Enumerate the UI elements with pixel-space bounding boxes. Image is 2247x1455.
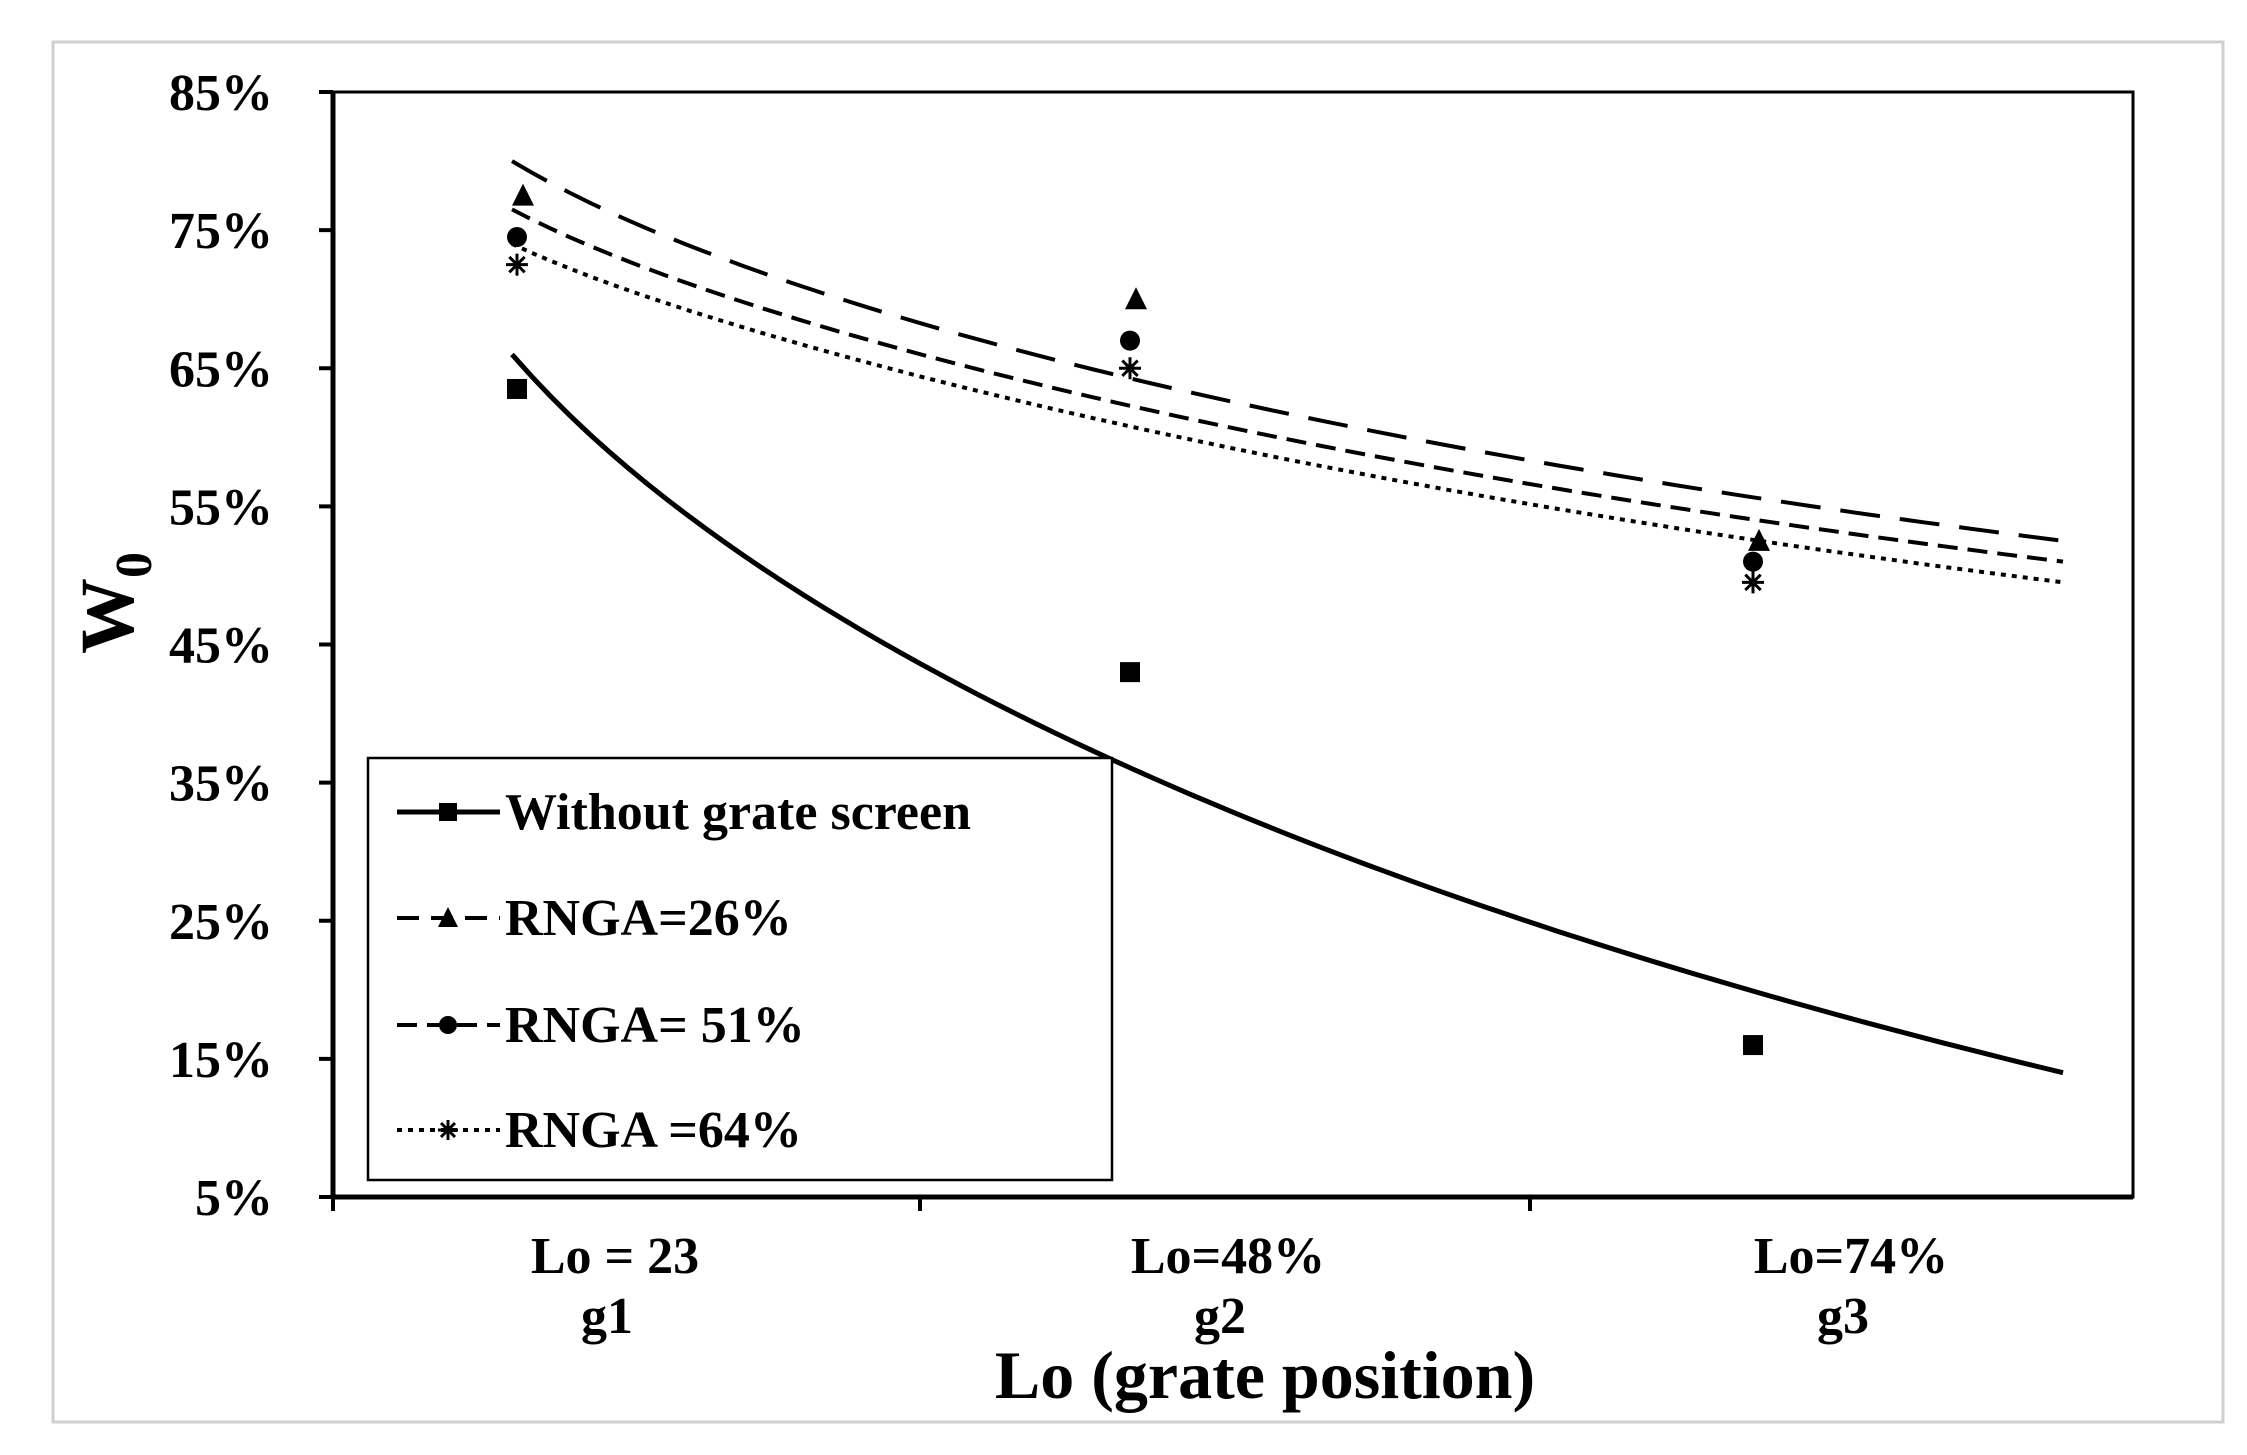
data-points <box>506 183 1770 1056</box>
data-point-triangle <box>1125 287 1147 310</box>
trendline-2 <box>510 159 2064 543</box>
data-point-circle <box>507 227 527 248</box>
legend: Without grate screen RNGA=26% RNGA= 51% RNG… <box>366 756 1114 1182</box>
data-point-square <box>1120 662 1140 683</box>
y-axis-label: W0 <box>66 552 163 654</box>
legend-item: Without grate screen <box>397 784 971 841</box>
legend-label: RNGA=26% <box>505 890 792 947</box>
y-tick-label: 55% <box>169 479 273 536</box>
x-tick-sublabel: g1 <box>581 1288 633 1345</box>
y-tick-label: 45% <box>169 618 273 675</box>
y-tick-label: 15% <box>169 1032 273 1089</box>
data-point-triangle <box>1748 528 1770 551</box>
legend-label: Without grate screen <box>505 784 971 841</box>
x-tick-sublabel: g2 <box>1194 1288 1246 1345</box>
legend-marker-square <box>439 803 457 821</box>
x-tick-label: Lo=74% <box>1754 1228 1948 1285</box>
data-point-star <box>1119 357 1141 380</box>
data-point-square <box>1743 1035 1763 1056</box>
data-point-star <box>1742 571 1764 594</box>
y-tick-label: 35% <box>169 756 273 813</box>
legend-item: RNGA= 51% <box>397 997 805 1054</box>
y-tick-label: 25% <box>169 894 273 951</box>
y-axis-label-subscript: 0 <box>106 552 163 578</box>
data-point-triangle <box>512 183 534 206</box>
data-point-square <box>507 378 527 399</box>
data-point-star <box>506 253 528 276</box>
x-tick-label: Lo = 23 <box>531 1228 699 1285</box>
legend-label: RNGA= 51% <box>505 997 805 1054</box>
y-axis: 5% 15% 25% 35% 45% 55% 65% 75% 85% <box>169 65 336 1227</box>
legend-marker-triangle <box>438 907 458 927</box>
y-tick-label: 65% <box>169 341 273 398</box>
y-tick-label: 85% <box>169 65 273 122</box>
legend-marker-circle <box>439 1016 457 1034</box>
trendline-4 <box>511 242 2064 585</box>
y-tick-label: 75% <box>169 203 273 260</box>
y-tick-label: 5% <box>195 1170 273 1227</box>
trendlines <box>510 159 2064 1076</box>
trendline-1 <box>510 352 2064 1076</box>
data-point-circle <box>1743 551 1763 572</box>
legend-box <box>366 756 1114 1182</box>
legend-item: RNGA =64% <box>397 1102 802 1159</box>
legend-marker-star <box>438 1120 458 1140</box>
legend-item: RNGA=26% <box>397 890 792 947</box>
y-axis-label-main: W <box>66 578 150 654</box>
data-point-circle <box>1120 330 1140 351</box>
x-axis-label: Lo (grate position) <box>995 1337 1535 1413</box>
x-tick-sublabel: g3 <box>1817 1288 1869 1345</box>
legend-label: RNGA =64% <box>505 1102 802 1159</box>
trendline-3 <box>511 207 2064 564</box>
x-tick-label: Lo=48% <box>1131 1228 1325 1285</box>
